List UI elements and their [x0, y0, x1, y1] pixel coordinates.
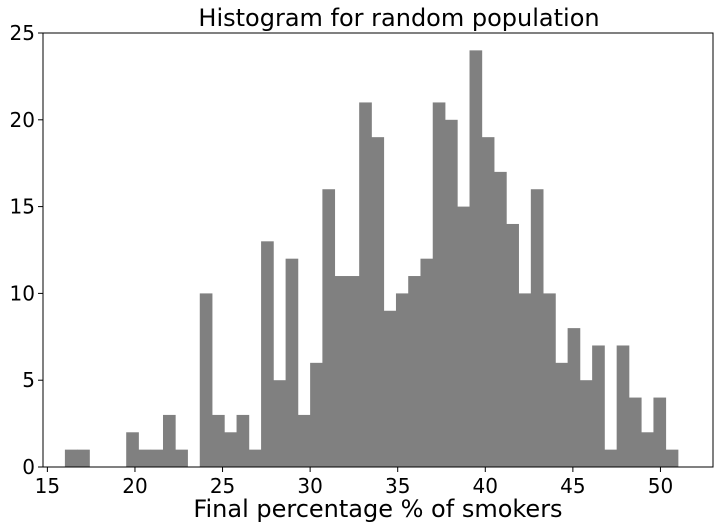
histogram-bar	[236, 414, 250, 467]
histogram-bar	[261, 241, 274, 467]
histogram-bar	[273, 380, 287, 467]
histogram-bar	[494, 171, 507, 467]
histogram-bar	[665, 449, 679, 467]
histogram-bar	[481, 137, 495, 467]
histogram-bar	[579, 380, 593, 467]
x-axis-ticks: 15 20 25 30 35 40 45 50	[35, 467, 673, 498]
histogram-bar	[616, 345, 630, 467]
histogram-bar	[224, 432, 237, 467]
chart-title: Histogram for random population	[198, 4, 599, 32]
histogram-bar	[359, 102, 372, 467]
histogram-bar	[77, 449, 90, 467]
y-tick-label: 5	[22, 368, 35, 392]
x-tick-label: 20	[122, 474, 147, 498]
histogram-bar	[126, 432, 139, 467]
histogram-bar	[469, 50, 483, 468]
x-tick-label: 40	[473, 474, 498, 498]
histogram-bar	[604, 449, 618, 467]
x-tick-label: 35	[385, 474, 410, 498]
histogram-bar	[310, 362, 323, 467]
histogram-bar	[64, 449, 78, 467]
x-tick-label: 25	[210, 474, 235, 498]
histogram-bar	[395, 293, 409, 467]
histogram-bar	[555, 362, 569, 467]
y-tick-label: 15	[10, 195, 35, 219]
y-tick-label: 20	[10, 108, 35, 132]
histogram-bar	[420, 258, 434, 467]
histogram-bar	[285, 258, 299, 467]
histogram-bar	[371, 137, 385, 467]
histogram-bar	[334, 276, 348, 467]
bars-group	[64, 50, 679, 468]
x-tick-label: 15	[35, 474, 60, 498]
histogram-bar	[592, 345, 605, 467]
y-tick-label: 10	[10, 281, 35, 305]
x-tick-label: 30	[297, 474, 322, 498]
histogram-bar	[383, 310, 397, 467]
histogram-bar	[297, 414, 311, 467]
histogram-bar	[518, 293, 532, 467]
histogram-bar	[543, 293, 556, 467]
histogram-bar	[138, 449, 152, 467]
histogram-bar	[641, 432, 654, 467]
histogram-bar	[346, 276, 360, 467]
x-axis-label: Final percentage % of smokers	[193, 495, 562, 523]
histogram-bar	[567, 328, 581, 467]
histogram-bar	[457, 206, 470, 467]
histogram-bar	[506, 223, 519, 467]
histogram-bar	[248, 449, 262, 467]
histogram-bar	[445, 119, 458, 468]
histogram-bar	[150, 449, 164, 467]
x-tick-label: 45	[560, 474, 585, 498]
y-tick-label: 25	[10, 21, 35, 45]
y-axis-ticks: 0 5 10 15 20 25	[10, 21, 43, 479]
histogram-bar	[628, 397, 642, 467]
y-tick-label: 0	[22, 455, 35, 479]
histogram-bar	[408, 276, 421, 467]
plot-frame	[42, 32, 714, 468]
histogram-bar	[162, 414, 176, 467]
x-tick-label: 50	[648, 474, 673, 498]
histogram-bar	[432, 102, 446, 467]
histogram-bar	[199, 293, 213, 467]
histogram-bar	[530, 189, 544, 468]
histogram-bar	[175, 449, 188, 467]
histogram-bar	[212, 414, 225, 467]
histogram-bar	[322, 189, 336, 468]
histogram-bar	[653, 397, 667, 467]
